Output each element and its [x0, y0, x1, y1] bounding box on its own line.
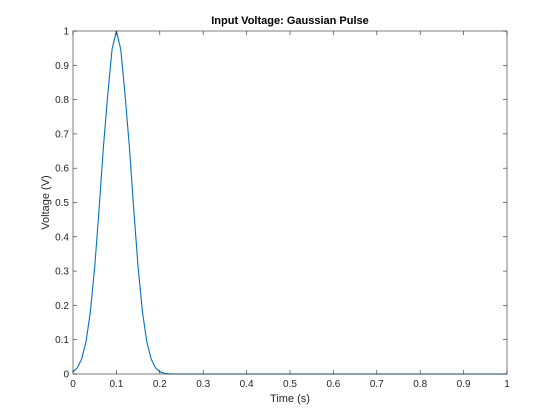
x-tick-label: 0.7: [370, 379, 384, 390]
x-tick-label: 0.6: [326, 379, 340, 390]
y-tick-label: 0.8: [55, 95, 69, 106]
y-tick-label: 0.5: [55, 198, 69, 209]
x-tick-label: 0.9: [457, 379, 471, 390]
x-tick-label: 0.3: [196, 379, 210, 390]
x-axis-label: Time (s): [270, 393, 310, 405]
x-tick-label: 0.1: [109, 379, 123, 390]
y-tick-label: 1: [63, 27, 69, 38]
y-axis-label: Voltage (V): [40, 175, 52, 229]
y-tick-label: 0.2: [55, 301, 69, 312]
x-tick-label: 0.8: [413, 379, 427, 390]
y-tick-label: 0.4: [55, 232, 69, 243]
x-tick-label: 0.2: [153, 379, 167, 390]
x-axis: 0 0.1 0.2 0.3 0.4 0.5 0.6 0.7 0.8 0.9 1: [70, 31, 510, 390]
y-axis: 0 0.1 0.2 0.3 0.4 0.5 0.6 0.7 0.8 0.9 1: [55, 27, 507, 381]
y-tick-label: 0.9: [55, 61, 69, 72]
x-tick-label: 0: [70, 379, 76, 390]
plot-area: [73, 31, 507, 374]
y-tick-label: 0.3: [55, 267, 69, 278]
y-tick-label: 0.1: [55, 335, 69, 346]
chart-title: Input Voltage: Gaussian Pulse: [211, 15, 369, 27]
y-tick-label: 0: [63, 370, 69, 381]
y-tick-label: 0.6: [55, 164, 69, 175]
x-tick-label: 1: [504, 379, 510, 390]
x-tick-label: 0.5: [283, 379, 297, 390]
x-tick-label: 0.4: [240, 379, 254, 390]
y-tick-label: 0.7: [55, 129, 69, 140]
